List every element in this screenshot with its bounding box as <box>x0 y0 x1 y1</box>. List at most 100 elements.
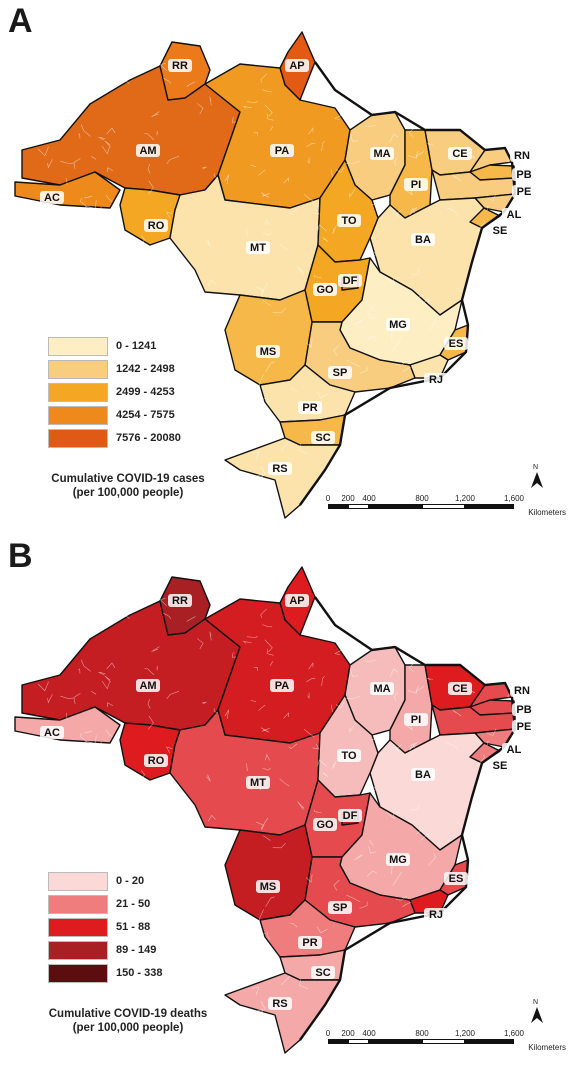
legend-title: Cumulative COVID-19 cases (per 100,000 pe… <box>18 472 238 500</box>
state-label-ce: CE <box>452 683 467 695</box>
scale-tick: 1,600 <box>503 1029 525 1038</box>
state-label-bg <box>313 283 337 296</box>
state-label-bg <box>270 144 294 157</box>
state-label-ro: RO <box>148 220 165 232</box>
legend-label: 4254 - 7575 <box>116 409 175 421</box>
legend-label: 7576 - 20080 <box>116 432 181 444</box>
state-label-pe: PE <box>517 186 532 198</box>
state-label-sc: SC <box>315 432 330 444</box>
state-label-df: DF <box>343 275 358 287</box>
state-label-am: AM <box>139 680 156 692</box>
state-label-bg <box>444 872 468 885</box>
legend-swatch <box>48 336 108 356</box>
scale-tick: 1,600 <box>503 494 525 503</box>
scale-segment <box>465 504 514 509</box>
state-label-bg <box>136 679 160 692</box>
state-label-bg <box>448 682 472 695</box>
legend-label: 0 - 20 <box>116 875 145 887</box>
state-label-bg <box>285 594 309 607</box>
panel-letter: B <box>8 537 33 575</box>
state-label-ac: AC <box>44 727 60 739</box>
state-label-pb: PB <box>516 704 531 716</box>
state-label-bg <box>512 703 536 716</box>
state-label-mg: MG <box>389 854 407 866</box>
state-label-ap: AP <box>289 595 304 607</box>
legend-item: 0 - 1241 <box>48 336 156 356</box>
north-label: N <box>533 464 539 471</box>
state-label-bg <box>512 168 536 181</box>
state-label-ce: CE <box>452 148 467 160</box>
coastline <box>299 596 517 1041</box>
state-label-bg <box>411 768 435 781</box>
state-label-bg <box>311 431 335 444</box>
state-label-bg <box>144 754 168 767</box>
scale-unit: Kilometers <box>528 508 566 517</box>
scale-segment <box>369 504 422 509</box>
legend-swatch <box>48 963 108 983</box>
state-label-bg <box>424 373 448 386</box>
state-label-df: DF <box>343 810 358 822</box>
legend-title-line1: Cumulative COVID-19 cases <box>51 473 205 485</box>
state-label-go: GO <box>316 819 334 831</box>
legend-item: 2499 - 4253 <box>48 382 175 402</box>
state-label-rs: RS <box>272 998 287 1010</box>
state-pr <box>259 364 356 423</box>
legend-item: 7576 - 20080 <box>48 428 181 448</box>
legend-title-line1: Cumulative COVID-19 deaths <box>48 1008 208 1020</box>
state-label-bg <box>337 214 361 227</box>
coastline <box>299 61 517 506</box>
cases-map: AM RR AP PA AC RO MT MA PI CE RN PB PE AL SE BA TO GO DF MG… <box>14 31 536 519</box>
state-label-pi: PI <box>411 179 421 191</box>
state-label-bg <box>510 149 534 162</box>
scale-tick: 400 <box>362 494 376 503</box>
scale-tick: 1,200 <box>454 1029 476 1038</box>
state-label-bg <box>444 337 468 350</box>
state-label-to: TO <box>341 215 357 227</box>
state-label-bg <box>510 684 534 697</box>
panel-b: AM RR AP PA AC RO MT MA PI CE RN PB PE AL SE BA TO GO DF MG… <box>0 535 586 1065</box>
legend-label: 1242 - 2498 <box>116 363 175 375</box>
state-label-bg <box>448 147 472 160</box>
state-label-rj: RJ <box>429 374 443 386</box>
state-label-bg <box>404 713 428 726</box>
state-rs <box>224 972 341 1054</box>
state-label-bg <box>370 147 394 160</box>
state-label-bg <box>270 679 294 692</box>
state-label-pe: PE <box>517 721 532 733</box>
state-label-bg <box>168 59 192 72</box>
state-label-bg <box>298 936 322 949</box>
state-label-pr: PR <box>302 937 317 949</box>
state-label-bg <box>424 908 448 921</box>
state-label-to: TO <box>341 750 357 762</box>
state-label-bg <box>502 743 526 756</box>
legend-label: 0 - 1241 <box>116 340 157 352</box>
legend-item: 51 - 88 <box>48 917 150 937</box>
scale-unit: Kilometers <box>528 1043 566 1052</box>
scale-tick: 200 <box>341 1029 355 1038</box>
legend-swatch <box>48 917 108 937</box>
state-label-bg <box>40 726 64 739</box>
state-label-bg <box>268 462 292 475</box>
state-label-bg <box>370 682 394 695</box>
state-label-bg <box>40 191 64 204</box>
legend-label: 89 - 149 <box>116 944 157 956</box>
state-label-bg <box>168 594 192 607</box>
state-label-bg <box>386 853 410 866</box>
state-label-bg <box>411 233 435 246</box>
state-label-rj: RJ <box>429 909 443 921</box>
state-label-rr: RR <box>172 60 188 72</box>
state-label-mg: MG <box>389 319 407 331</box>
legend-swatch <box>48 382 108 402</box>
legend-item: 150 - 338 <box>48 963 162 983</box>
scale-segment <box>422 1039 465 1044</box>
state-label-bg <box>338 274 362 287</box>
state-label-bg <box>502 208 526 221</box>
legend-label: 2499 - 4253 <box>116 386 175 398</box>
state-label-mt: MT <box>250 242 266 254</box>
state-label-mt: MT <box>250 777 266 789</box>
legend-item: 21 - 50 <box>48 894 150 914</box>
scale-segment <box>328 504 348 509</box>
state-label-bg <box>298 401 322 414</box>
state-label-es: ES <box>449 338 464 350</box>
state-label-se: SE <box>493 760 508 772</box>
